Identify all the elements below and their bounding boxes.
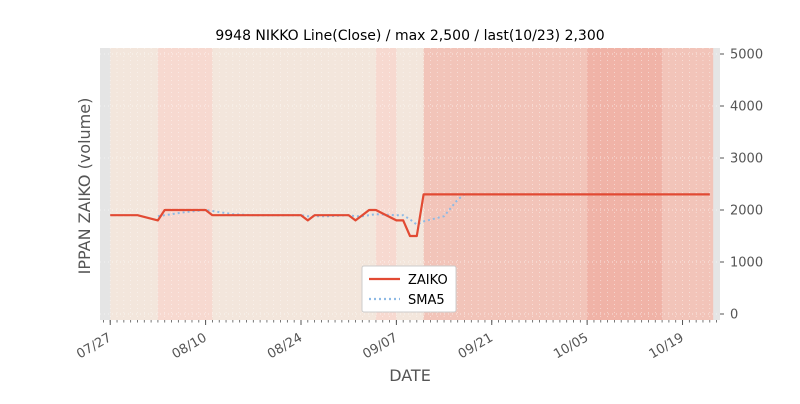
shaded-band bbox=[157, 48, 216, 320]
shaded-band bbox=[212, 48, 380, 320]
legend-box bbox=[361, 265, 457, 313]
shaded-band bbox=[662, 48, 714, 320]
y-axis-label: IPPAN ZAIKO (volume) bbox=[75, 98, 94, 275]
legend-label-zaiko: ZAIKO bbox=[408, 273, 448, 288]
series-line-zaiko bbox=[110, 193, 710, 238]
y-tick-label: 3000 bbox=[730, 152, 763, 167]
shaded-band bbox=[375, 48, 400, 320]
x-tick-label: 09/07 bbox=[360, 330, 400, 362]
series-line-sma5 bbox=[157, 193, 710, 226]
x-tick-label: 07/27 bbox=[74, 330, 114, 362]
y-axis-ticks: 0 1000 2000 3000 4000 5000 bbox=[720, 48, 763, 323]
shaded-band bbox=[110, 48, 162, 320]
legend-label-sma5: SMA5 bbox=[408, 293, 445, 308]
y-tick-label: 5000 bbox=[730, 48, 763, 63]
x-tick-label: 08/24 bbox=[265, 330, 305, 362]
x-axis-ticks: 07/27 08/10 08/24 09/07 09/21 10/05 10/19 bbox=[74, 320, 717, 362]
y-tick-label: 4000 bbox=[730, 100, 763, 115]
chart-title: 9948 NIKKO Line(Close) / max 2,500 / las… bbox=[215, 28, 604, 44]
y-tick-label: 1000 bbox=[730, 256, 763, 271]
y-tick-label: 0 bbox=[730, 308, 738, 323]
legend: ZAIKO SMA5 bbox=[361, 265, 457, 313]
shaded-band bbox=[587, 48, 666, 320]
x-tick-label: 08/10 bbox=[170, 330, 210, 362]
x-tick-label: 10/05 bbox=[551, 330, 591, 362]
y-tick-label: 2000 bbox=[730, 204, 763, 219]
series-lines bbox=[110, 193, 710, 238]
grid-lines bbox=[100, 48, 720, 320]
x-tick-label: 09/21 bbox=[456, 330, 496, 362]
x-tick-label: 10/19 bbox=[647, 330, 687, 362]
x-axis-label: DATE bbox=[389, 366, 431, 385]
